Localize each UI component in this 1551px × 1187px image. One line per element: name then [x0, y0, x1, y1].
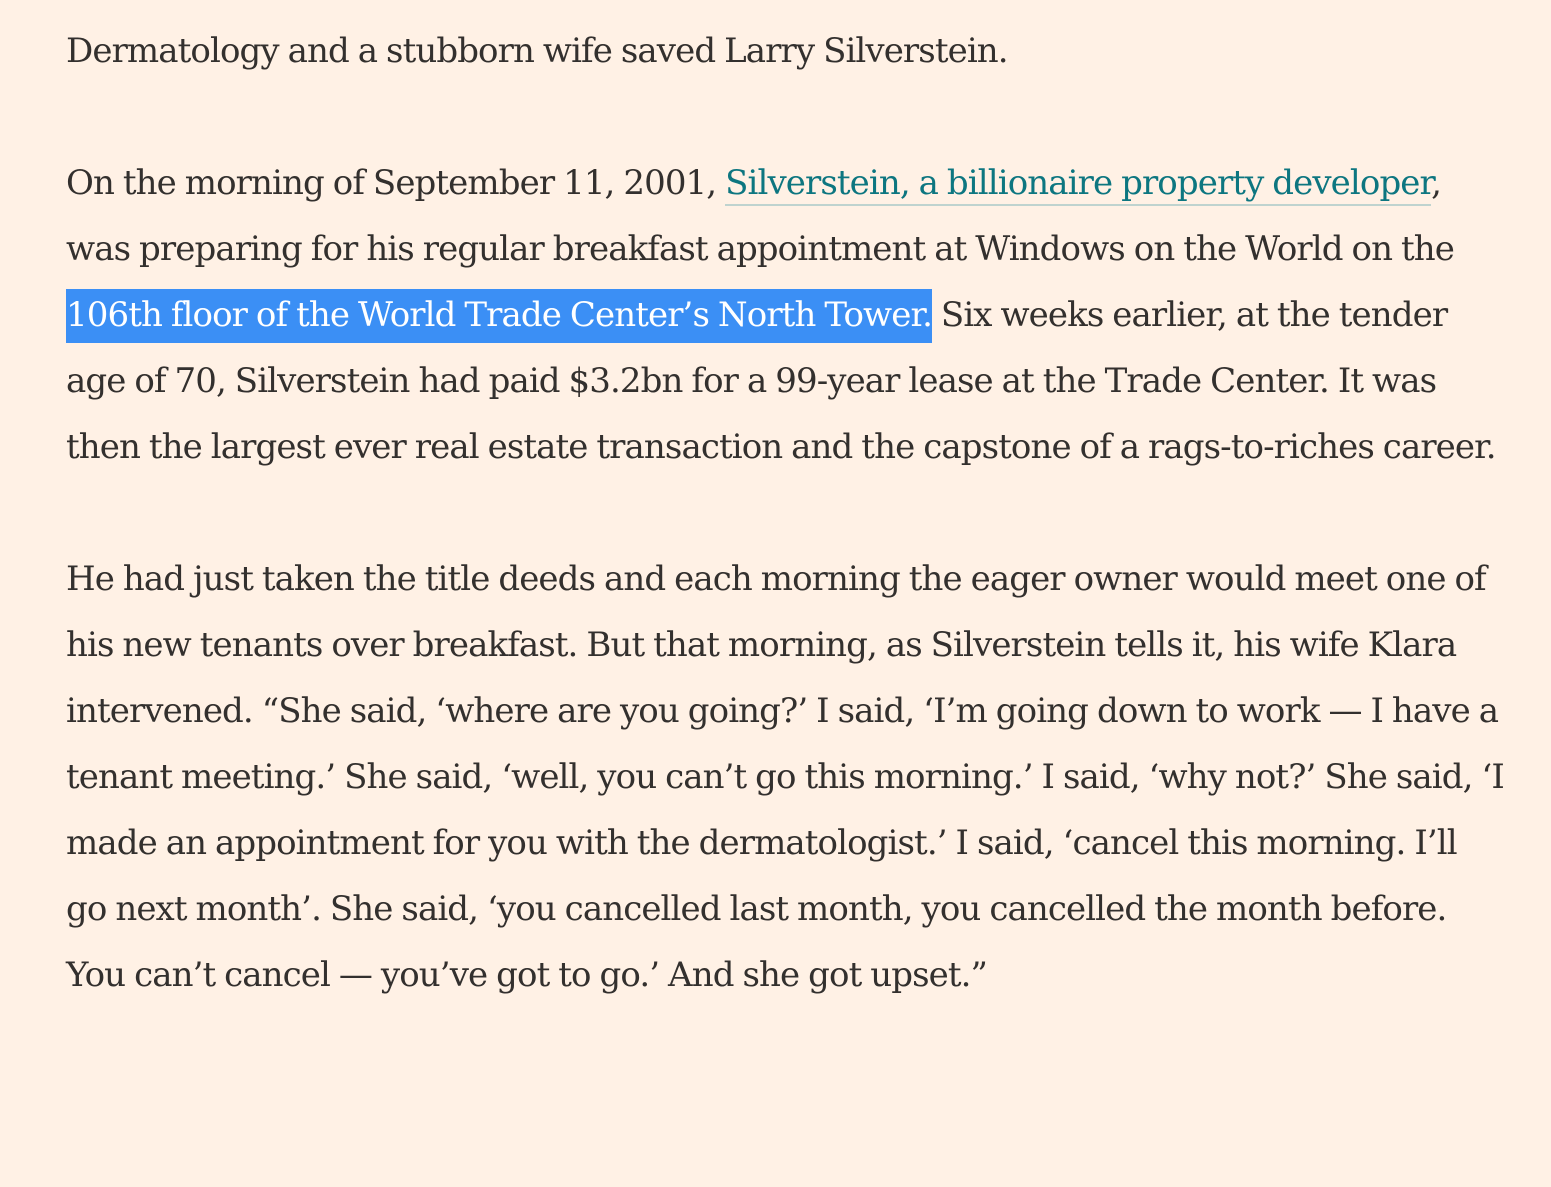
paragraph-klara-quote: He had just taken the title deeds and ea… — [66, 546, 1506, 1008]
silverstein-profile-link[interactable]: Silverstein, a billionaire property deve… — [725, 163, 1432, 206]
article-body: Dermatology and a stubborn wife saved La… — [66, 18, 1506, 1008]
paragraph-text-after-link: , was preparing for his regular breakfas… — [66, 163, 1455, 269]
paragraph-intro-text: Dermatology and a stubborn wife saved La… — [66, 31, 1009, 71]
paragraph-text-before-link: On the morning of September 11, 2001, — [66, 163, 726, 203]
paragraph-text-after-selection: Six weeks earlier, at the tender age of … — [66, 295, 1497, 467]
paragraph-intro: Dermatology and a stubborn wife saved La… — [66, 18, 1506, 84]
text-selection-highlight[interactable]: 106th floor of the World Trade Center’s … — [66, 289, 933, 343]
paragraph-klara-quote-text: He had just taken the title deeds and ea… — [66, 559, 1505, 995]
paragraph-september-11: On the morning of September 11, 2001, Si… — [66, 150, 1506, 480]
